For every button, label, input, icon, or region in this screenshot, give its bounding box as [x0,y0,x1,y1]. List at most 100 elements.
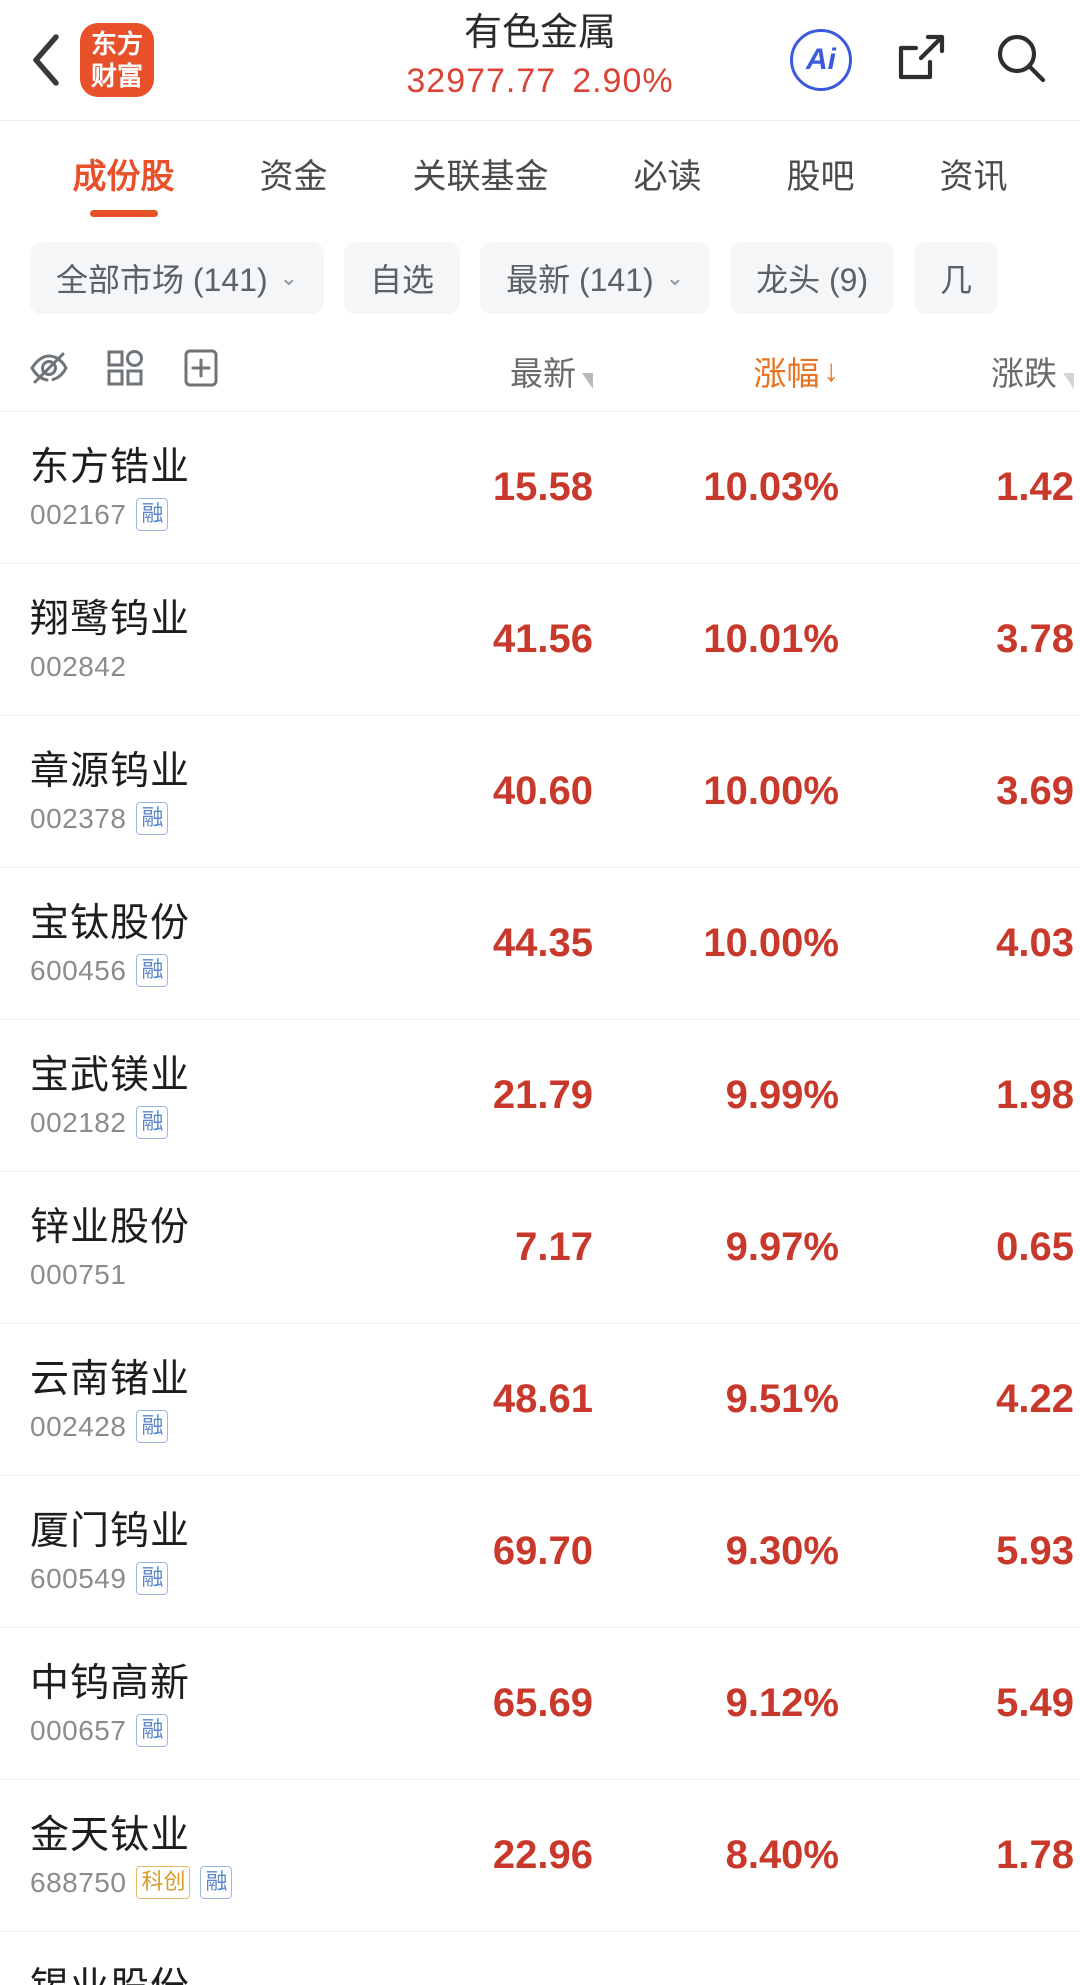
stock-code: 688750 [30,1866,127,1898]
stock-name: 宝钛股份 [30,901,191,945]
table-row[interactable]: 锌业股份 000751 7.17 9.97% 0.65 [0,1172,1080,1324]
table-row[interactable]: 锡业股份000960融43.678.28%3.34 [0,1932,1080,1985]
add-column-button[interactable] [178,348,224,394]
chevron-down-icon: ⌄ [665,264,685,290]
cell-change-amount: 0.65 [996,1225,1074,1269]
page-title: 有色金属 [463,12,616,54]
cell-latest-price: 48.61 [492,1377,593,1421]
table-row[interactable]: 宝武镁业 002182 融 21.79 9.99% 1.98 [0,1020,1080,1172]
column-label: 最新 [510,354,576,392]
stock-meta: 002167 融 [30,498,190,532]
tab-bidu[interactable]: 必读 [591,121,744,225]
table-row[interactable]: 金天钛业 688750 科创融 22.96 8.40% 1.78 [0,1780,1080,1932]
badge-margin-trading: 融 [136,954,169,987]
brand-line-2: 财富 [90,61,143,91]
search-icon [993,30,1049,91]
index-change-percent: 2.90% [572,62,674,100]
cell-latest-price: 69.70 [492,1529,593,1573]
cell-change-percent: 9.12% [725,1681,839,1725]
table-row[interactable]: 厦门钨业 600549 融 69.70 9.30% 5.93 [0,1476,1080,1628]
column-header-change-percent[interactable]: 涨幅 ↓ [615,347,865,395]
index-quote: 32977.77 2.90% [406,58,673,104]
badge-margin-trading: 融 [136,1410,169,1443]
stock-values: 7.17 9.97% 0.65 [315,1225,1080,1270]
column-header-latest[interactable]: 最新 [315,347,615,395]
chevron-left-icon [30,33,62,87]
layout-toggle-button[interactable] [102,348,148,394]
stock-values: 21.79 9.99% 1.98 [315,1073,1080,1118]
cell-latest-price: 44.35 [492,921,593,965]
stock-name: 金天钛业 [30,1813,191,1857]
cell-change-percent: 9.51% [725,1377,839,1421]
column-label: 涨幅 [753,354,820,392]
tab-chengfengu[interactable]: 成份股 [30,121,217,225]
filter-chip-watchlist[interactable]: 自选 [344,241,461,314]
stock-identity: 宝武镁业 002182 融 [30,1052,190,1140]
filter-chip-latest[interactable]: 最新 (141) ⌄ [480,241,711,314]
badge-margin-trading: 融 [200,1866,233,1899]
list-toolbar [26,348,224,394]
cell-latest-price: 41.56 [492,617,593,661]
badge-margin-trading: 融 [136,802,169,835]
table-row[interactable]: 宝钛股份 600456 融 44.35 10.00% 4.03 [0,868,1080,1020]
share-external-icon [894,31,948,90]
stock-code: 002842 [30,650,127,682]
chip-label: 最新 (141) [506,261,654,298]
stock-code: 000657 [30,1714,127,1746]
badge-margin-trading: 融 [136,1562,169,1595]
sort-indicator-icon [1063,372,1074,389]
filter-chip-overflow[interactable]: 几 [914,241,999,314]
tab-label: 关联基金 [412,157,549,196]
cell-change-percent: 8.40% [725,1833,839,1877]
stock-values: 22.96 8.40% 1.78 [315,1833,1080,1878]
tab-zixun[interactable]: 资讯 [897,121,1050,225]
stock-meta: 000751 [30,1258,190,1292]
stock-list[interactable]: 东方锆业 002167 融 15.58 10.03% 1.42 翔鹭钨业 002842 41.5… [0,412,1080,1985]
eastmoney-logo[interactable]: 东方 财富 [80,23,154,97]
column-header-cells: 最新 涨幅 ↓ 涨跌 [315,347,1080,395]
tab-guba[interactable]: 股吧 [744,121,897,225]
stock-name: 中钨高新 [30,1661,191,1705]
tab-zijin[interactable]: 资金 [217,121,370,225]
cell-change-amount: 5.49 [996,1681,1074,1725]
stock-identity: 锌业股份 000751 [30,1204,190,1292]
table-row[interactable]: 翔鹭钨业 002842 41.56 10.01% 3.78 [0,564,1080,716]
filter-chip-all-markets[interactable]: 全部市场 (141) ⌄ [30,241,325,314]
cell-change-amount: 4.22 [996,1377,1074,1421]
stock-code: 002428 [30,1410,127,1442]
index-value: 32977.77 [406,62,557,100]
stock-code: 600456 [30,954,127,986]
table-row[interactable]: 中钨高新 000657 融 65.69 9.12% 5.49 [0,1628,1080,1780]
stock-meta: 002842 [30,650,190,684]
stock-meta: 600549 融 [30,1562,190,1596]
filter-chip-bar: 全部市场 (141) ⌄ 自选 最新 (141) ⌄ 龙头 (9) 几 [0,225,1080,330]
search-button[interactable] [990,29,1052,91]
back-button[interactable] [18,24,74,96]
ai-icon: Ai [790,29,852,91]
filter-chip-leaders[interactable]: 龙头 (9) [730,241,895,314]
cell-change-amount: 4.03 [996,921,1074,965]
share-button[interactable] [890,29,952,91]
hide-values-button[interactable] [26,348,72,394]
stock-values: 69.70 9.30% 5.93 [315,1529,1080,1574]
stock-identity: 锡业股份000960融 [30,1964,190,1985]
ai-icon-label: Ai [806,43,836,76]
tab-label: 必读 [633,157,702,196]
chip-label: 几 [940,261,973,298]
stock-code: 002378 [30,802,127,834]
stock-code: 002182 [30,1106,127,1138]
add-box-icon [179,346,223,395]
table-row[interactable]: 章源钨业 002378 融 40.60 10.00% 3.69 [0,716,1080,868]
table-row[interactable]: 云南锗业 002428 融 48.61 9.51% 4.22 [0,1324,1080,1476]
table-row[interactable]: 东方锆业 002167 融 15.58 10.03% 1.42 [0,412,1080,564]
tab-label: 资金 [259,157,328,196]
column-header-change-amount[interactable]: 涨跌 [865,347,1080,395]
badge-margin-trading: 融 [136,1106,169,1139]
cell-change-percent: 9.97% [725,1225,839,1269]
stock-identity: 金天钛业 688750 科创融 [30,1812,233,1900]
chip-label: 自选 [370,261,435,298]
ai-assistant-button[interactable]: Ai [790,29,852,91]
tab-guanlianjijin[interactable]: 关联基金 [370,121,591,225]
stock-name: 锡业股份 [30,1964,190,1985]
